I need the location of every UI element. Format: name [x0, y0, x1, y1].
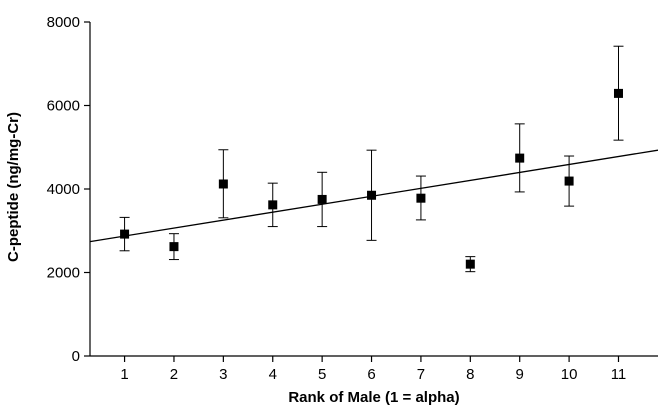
y-tick-label-4000: 4000	[47, 181, 80, 198]
data-point-1	[119, 216, 130, 252]
data-point-6	[366, 149, 377, 241]
x-tick-label-11: 11	[611, 366, 627, 383]
data-point-3	[218, 149, 229, 219]
marker-3	[218, 179, 228, 189]
y-tick-label-2000: 2000	[47, 265, 80, 282]
x-tick-label-7: 7	[417, 366, 425, 383]
marker-8	[465, 259, 475, 269]
data-point-2	[168, 233, 179, 261]
marker-5	[317, 194, 327, 204]
data-point-10	[564, 155, 575, 207]
x-tick-label-9: 9	[516, 366, 524, 383]
plot-area	[89, 45, 658, 273]
y-tick-label-8000: 8000	[47, 14, 80, 31]
data-point-7	[415, 175, 426, 221]
y-axis-ticks: 0 2000 4000 6000 8000	[47, 14, 90, 365]
data-point-4	[267, 182, 278, 228]
x-tick-label-1: 1	[120, 366, 128, 383]
x-axis-ticks: 1 2 3 4 5 6 7 8 9 10 11	[120, 356, 626, 383]
data-point-8	[465, 256, 476, 273]
x-tick-label-8: 8	[466, 366, 474, 383]
marker-10	[564, 176, 574, 186]
y-tick-label-6000: 6000	[47, 98, 80, 115]
x-tick-label-2: 2	[170, 366, 178, 383]
marker-9	[515, 153, 525, 163]
marker-11	[613, 88, 623, 98]
data-point-5	[317, 171, 328, 228]
marker-7	[416, 193, 426, 203]
marker-2	[169, 242, 179, 252]
x-axis-title: Rank of Male (1 = alpha)	[288, 389, 459, 406]
y-tick-label-0: 0	[72, 348, 80, 365]
y-axis-title: C-peptide (ng/mg-Cr)	[5, 112, 22, 262]
marker-6	[367, 190, 377, 200]
data-point-11	[613, 45, 624, 141]
marker-4	[268, 200, 278, 210]
x-tick-label-3: 3	[219, 366, 227, 383]
x-tick-label-6: 6	[367, 366, 375, 383]
marker-1	[120, 229, 130, 239]
x-tick-label-10: 10	[561, 366, 578, 383]
x-tick-label-5: 5	[318, 366, 326, 383]
x-tick-label-4: 4	[269, 366, 277, 383]
data-point-9	[514, 123, 525, 193]
